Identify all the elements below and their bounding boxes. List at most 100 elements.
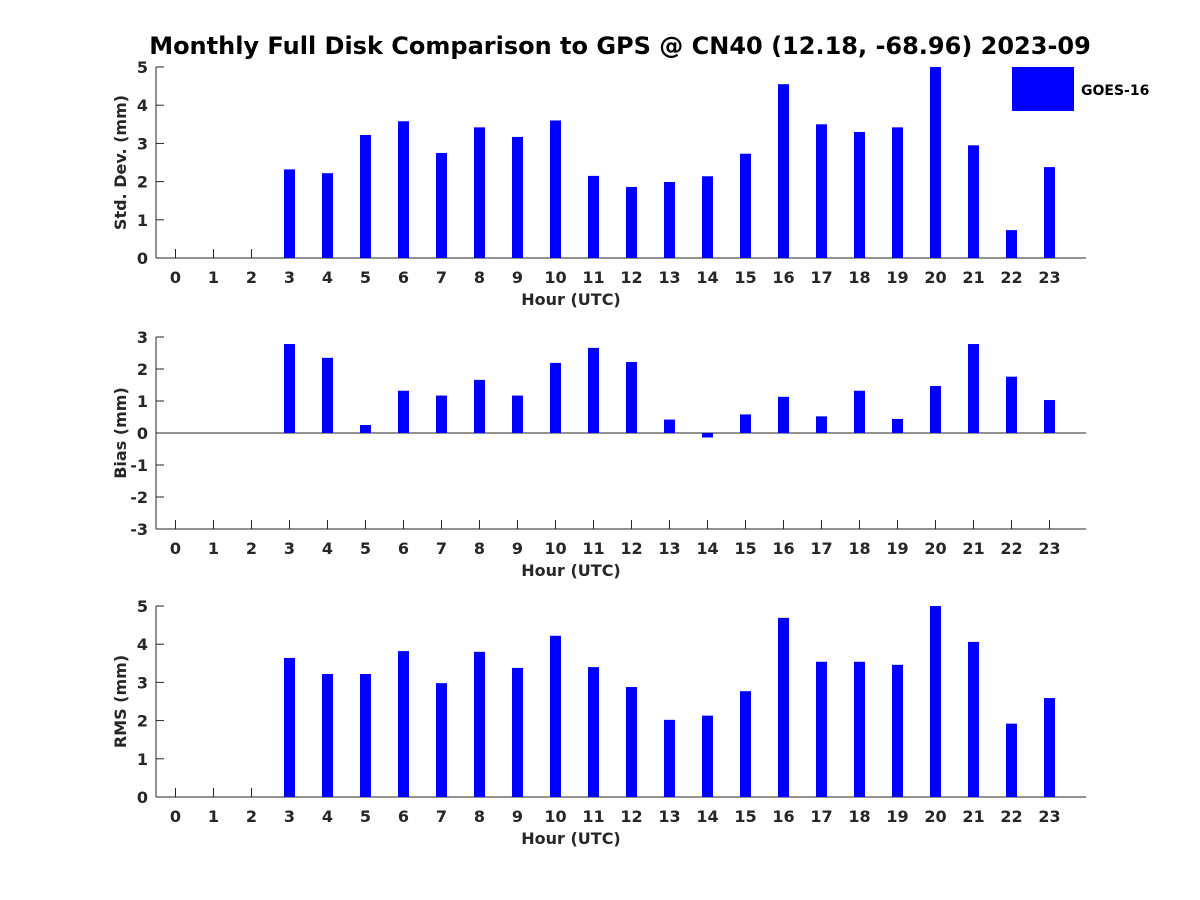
y-axis-label: RMS (mm) xyxy=(111,655,130,748)
y-tick-label: 4 xyxy=(137,96,148,115)
x-tick-label: 17 xyxy=(810,539,832,558)
x-tick-label: 4 xyxy=(322,268,333,287)
bar-hour-22 xyxy=(1006,376,1017,433)
x-tick-label: 10 xyxy=(544,807,566,826)
bar-hour-10 xyxy=(550,362,561,433)
y-tick-label: 2 xyxy=(137,712,148,731)
y-tick-label: -2 xyxy=(130,488,148,507)
bar-hour-3 xyxy=(284,344,295,433)
x-tick-label: 15 xyxy=(734,539,756,558)
bar-hour-20 xyxy=(930,385,941,433)
x-tick-label: 21 xyxy=(962,807,984,826)
x-tick-label: 15 xyxy=(734,268,756,287)
x-tick-label: 5 xyxy=(360,268,371,287)
y-tick-label: 3 xyxy=(137,134,148,153)
bar-hour-15 xyxy=(740,414,751,433)
bar-hour-19 xyxy=(892,127,903,258)
x-tick-label: 23 xyxy=(1038,807,1060,826)
bar-hour-4 xyxy=(322,173,333,258)
bar-hour-9 xyxy=(512,667,523,797)
x-tick-label: 4 xyxy=(322,807,333,826)
x-tick-label: 8 xyxy=(474,539,485,558)
x-tick-label: 17 xyxy=(810,807,832,826)
y-tick-label: 1 xyxy=(137,750,148,769)
bar-hour-13 xyxy=(664,419,675,433)
x-tick-label: 13 xyxy=(658,539,680,558)
x-tick-label: 4 xyxy=(322,539,333,558)
x-tick-label: 20 xyxy=(924,268,946,287)
bar-hour-21 xyxy=(968,344,979,433)
x-tick-label: 8 xyxy=(474,807,485,826)
x-tick-label: 1 xyxy=(208,807,219,826)
x-tick-label: 22 xyxy=(1000,539,1022,558)
y-tick-label: 2 xyxy=(137,173,148,192)
x-tick-label: 19 xyxy=(886,268,908,287)
bar-hour-13 xyxy=(664,719,675,797)
y-tick-label: -1 xyxy=(130,456,148,475)
bar-hour-4 xyxy=(322,673,333,797)
bar-hour-18 xyxy=(854,661,865,797)
figure-title: Monthly Full Disk Comparison to GPS @ CN… xyxy=(149,32,1091,60)
x-tick-label: 20 xyxy=(924,539,946,558)
x-axis-label: Hour (UTC) xyxy=(521,290,621,309)
y-tick-label: 0 xyxy=(137,249,148,268)
y-tick-label: 3 xyxy=(137,673,148,692)
bar-hour-8 xyxy=(474,379,485,433)
bar-hour-16 xyxy=(778,84,789,258)
bar-hour-4 xyxy=(322,357,333,433)
x-tick-label: 22 xyxy=(1000,268,1022,287)
bar-hour-13 xyxy=(664,181,675,258)
x-tick-label: 16 xyxy=(772,268,794,287)
bar-hour-18 xyxy=(854,131,865,258)
x-tick-label: 21 xyxy=(962,268,984,287)
bar-hour-9 xyxy=(512,136,523,258)
x-tick-label: 22 xyxy=(1000,807,1022,826)
x-axis-label: Hour (UTC) xyxy=(521,561,621,580)
x-tick-label: 10 xyxy=(544,539,566,558)
bar-hour-7 xyxy=(436,683,447,797)
x-tick-label: 0 xyxy=(170,268,181,287)
x-tick-label: 6 xyxy=(398,539,409,558)
x-tick-label: 12 xyxy=(620,268,642,287)
bar-hour-10 xyxy=(550,635,561,797)
x-tick-label: 0 xyxy=(170,807,181,826)
x-tick-label: 7 xyxy=(436,807,447,826)
bar-hour-18 xyxy=(854,390,865,433)
bar-hour-3 xyxy=(284,657,295,797)
x-tick-label: 20 xyxy=(924,807,946,826)
bar-hour-23 xyxy=(1044,698,1055,797)
bar-hour-17 xyxy=(816,416,827,433)
y-tick-label: 3 xyxy=(137,328,148,347)
x-tick-label: 15 xyxy=(734,807,756,826)
x-tick-label: 0 xyxy=(170,539,181,558)
x-tick-label: 2 xyxy=(246,268,257,287)
x-tick-label: 1 xyxy=(208,268,219,287)
bar-hour-14 xyxy=(702,176,713,258)
x-tick-label: 6 xyxy=(398,807,409,826)
y-axis-label: Bias (mm) xyxy=(111,387,130,479)
x-tick-label: 19 xyxy=(886,807,908,826)
bar-hour-8 xyxy=(474,651,485,797)
x-tick-label: 10 xyxy=(544,268,566,287)
x-tick-label: 3 xyxy=(284,807,295,826)
x-tick-label: 6 xyxy=(398,268,409,287)
x-tick-label: 2 xyxy=(246,807,257,826)
bar-hour-23 xyxy=(1044,167,1055,258)
bar-hour-12 xyxy=(626,361,637,433)
y-tick-label: 2 xyxy=(137,360,148,379)
x-tick-label: 11 xyxy=(582,539,604,558)
x-tick-label: 14 xyxy=(696,268,718,287)
bar-hour-6 xyxy=(398,121,409,258)
bar-hour-7 xyxy=(436,395,447,433)
x-tick-label: 13 xyxy=(658,268,680,287)
x-tick-label: 12 xyxy=(620,539,642,558)
x-tick-label: 5 xyxy=(360,539,371,558)
x-tick-label: 23 xyxy=(1038,539,1060,558)
bar-hour-22 xyxy=(1006,723,1017,797)
bar-hour-20 xyxy=(930,606,941,797)
x-tick-label: 9 xyxy=(512,268,523,287)
bar-hour-12 xyxy=(626,686,637,797)
x-tick-label: 18 xyxy=(848,539,870,558)
